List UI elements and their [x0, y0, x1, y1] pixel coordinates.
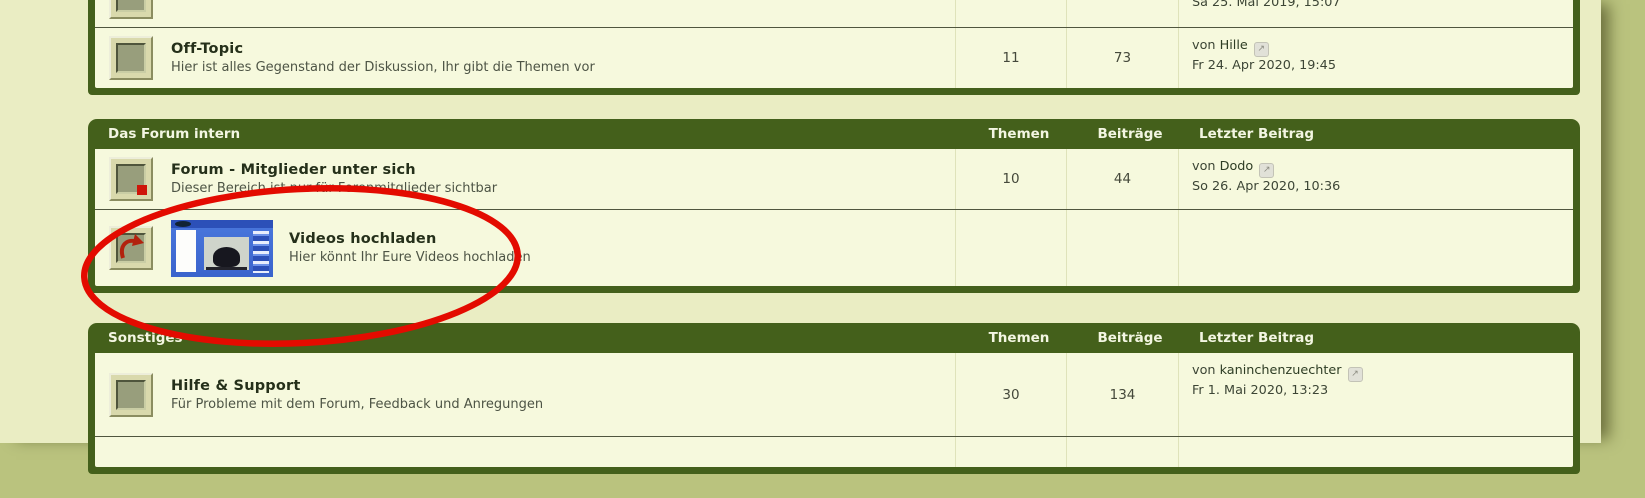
forum-status-icon: [109, 372, 153, 417]
category-header: Das Forum intern Themen Beiträge Letzter…: [95, 119, 1573, 149]
topics-count: [955, 0, 1066, 27]
last-post-user-link[interactable]: Hille: [1219, 38, 1248, 53]
last-post-date: Fr 24. Apr 2020, 19:45: [1192, 58, 1336, 73]
section-top-panel: Sa 25. Mai 2019, 15:07 Off-Topic Hier is…: [88, 0, 1580, 95]
last-post-date: So 26. Apr 2020, 10:36: [1192, 179, 1341, 194]
goto-last-post-icon[interactable]: ↗: [1259, 163, 1275, 178]
forum-status-icon: [109, 36, 153, 80]
last-post-cell: von Hille ↗ Fr 24. Apr 2020, 19:45: [1178, 28, 1573, 88]
column-header-letzter-beitrag: Letzter Beitrag: [1199, 126, 1314, 142]
topics-count: 10: [955, 149, 1066, 209]
last-post-by-label: von: [1192, 363, 1216, 378]
posts-count: [1066, 0, 1178, 27]
last-post-date: Sa 25. Mai 2019, 15:07: [1192, 0, 1341, 10]
red-curved-arrow-icon: [120, 234, 144, 259]
column-header-themen: Themen: [988, 126, 1050, 142]
forum-link-videos[interactable]: Videos hochladen: [289, 231, 437, 247]
last-post-cell: von Dodo ↗ So 26. Apr 2020, 10:36: [1178, 149, 1573, 209]
forum-link-redirect-icon: [109, 226, 153, 270]
section-intern-panel: Das Forum intern Themen Beiträge Letzter…: [88, 119, 1580, 293]
last-post-user-link[interactable]: kaninchenzuechter: [1219, 363, 1342, 378]
forum-description: Hier könnt Ihr Eure Videos hochladen: [289, 250, 531, 265]
category-title: Das Forum intern: [108, 126, 241, 142]
forum-status-icon-new-posts: [109, 157, 153, 201]
last-post-by-label: von: [1192, 159, 1216, 174]
last-post-by-label: von: [1192, 38, 1216, 53]
column-header-themen: Themen: [988, 330, 1050, 346]
last-post-date: Fr 1. Mai 2020, 13:23: [1192, 383, 1329, 398]
topics-count: 11: [955, 28, 1066, 88]
forum-link-hilfe-support[interactable]: Hilfe & Support: [171, 377, 301, 394]
table-row: Off-Topic Hier ist alles Gegenstand der …: [95, 27, 1573, 88]
table-row: Sa 25. Mai 2019, 15:07: [95, 0, 1573, 27]
category-title: Sonstiges: [108, 330, 183, 346]
column-header-beitraege: Beiträge: [1097, 330, 1163, 346]
forum-list: Sa 25. Mai 2019, 15:07 Off-Topic Hier is…: [88, 0, 1580, 498]
table-row: Forum - Mitglieder unter sich Dieser Ber…: [95, 149, 1573, 209]
category-header: Sonstiges Themen Beiträge Letzter Beitra…: [95, 323, 1573, 353]
forum-status-icon: [109, 0, 153, 19]
table-row: Videos hochladen Hier könnt Ihr Eure Vid…: [95, 209, 1573, 286]
posts-count: 134: [1066, 353, 1178, 436]
forum-description: Hier ist alles Gegenstand der Diskussion…: [171, 60, 595, 75]
posts-count: 44: [1066, 149, 1178, 209]
forum-link-mitglieder[interactable]: Forum - Mitglieder unter sich: [171, 162, 416, 178]
forum-description: Für Probleme mit dem Forum, Feedback und…: [171, 396, 544, 412]
forum-link-offtopic[interactable]: Off-Topic: [171, 41, 244, 57]
page-background: Sa 25. Mai 2019, 15:07 Off-Topic Hier is…: [0, 0, 1601, 474]
posts-count: 73: [1066, 28, 1178, 88]
last-post-cell: Sa 25. Mai 2019, 15:07: [1178, 0, 1573, 27]
table-row: [95, 436, 1573, 467]
topics-count: 30: [955, 353, 1066, 436]
last-post-cell: [1178, 210, 1573, 286]
topics-count: [955, 210, 1066, 286]
table-row: Hilfe & Support Für Probleme mit dem For…: [95, 353, 1573, 436]
last-post-cell: von kaninchenzuechter ↗ Fr 1. Mai 2020, 1…: [1178, 353, 1573, 436]
column-header-letzter-beitrag: Letzter Beitrag: [1199, 330, 1314, 346]
last-post-user-link[interactable]: Dodo: [1219, 159, 1254, 174]
section-sonstiges-panel: Sonstiges Themen Beiträge Letzter Beitra…: [88, 323, 1580, 474]
goto-last-post-icon[interactable]: ↗: [1253, 42, 1269, 57]
forum-description: Dieser Bereich ist nur für Forenmitglied…: [171, 181, 498, 196]
column-header-beitraege: Beiträge: [1097, 126, 1163, 142]
posts-count: [1066, 210, 1178, 286]
goto-last-post-icon[interactable]: ↗: [1347, 367, 1363, 382]
video-upload-thumbnail[interactable]: [171, 219, 273, 277]
new-posts-indicator: [137, 185, 147, 195]
